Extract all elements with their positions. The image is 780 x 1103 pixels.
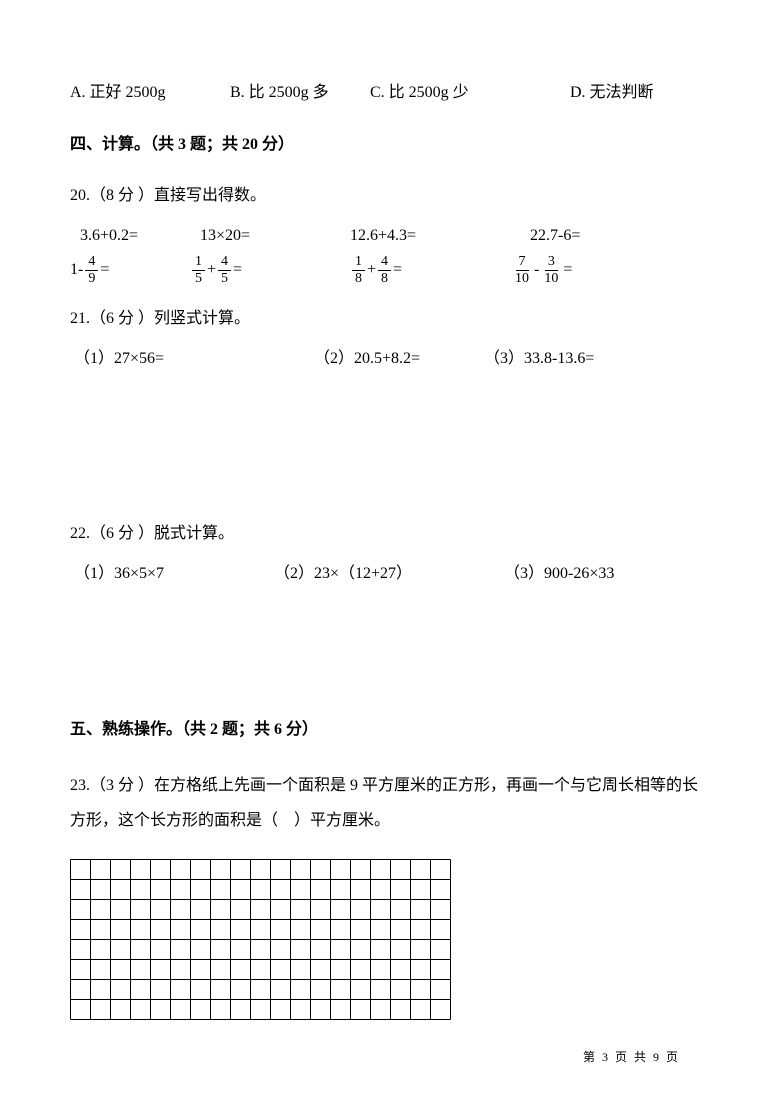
grid-paper (70, 859, 451, 1020)
option-c: C. 比 2500g 少 (370, 80, 570, 106)
mc-options: A. 正好 2500g B. 比 2500g 多 C. 比 2500g 少 D.… (70, 80, 710, 106)
q20-r2c1: 1- 4 9 = (70, 254, 190, 286)
workspace-gap (70, 597, 710, 717)
q20-row2: 1- 4 9 = 1 5 + 4 5 = 1 8 + 4 8 = (70, 254, 710, 286)
fraction: 1 8 (352, 254, 365, 286)
q21-p2: （2）20.5+8.2= (314, 346, 484, 372)
q21-p1: （1）27×56= (74, 346, 314, 372)
fraction: 4 5 (218, 254, 231, 286)
q20-row1: 3.6+0.2= 13×20= 12.6+4.3= 22.7-6= (80, 223, 710, 249)
q23-stem: 23.（3 分 ）在方格纸上先画一个面积是 9 平方厘米的正方形，再画一个与它周… (70, 768, 710, 838)
q20-r2c4: 7 10 - 3 10 = (510, 254, 572, 286)
text: = (393, 257, 402, 283)
q21-p3: （3）33.8-13.6= (484, 346, 594, 372)
q22-p2: （2）23×（12+27） (274, 561, 504, 587)
section-4-heading: 四、计算。（共 3 题；共 20 分） (70, 132, 710, 158)
option-a: A. 正好 2500g (70, 80, 230, 106)
section-5-heading: 五、熟练操作。（共 2 题；共 6 分） (70, 717, 710, 743)
q20-r2c2: 1 5 + 4 5 = (190, 254, 350, 286)
page-footer: 第 3 页 共 9 页 (583, 1048, 680, 1067)
fraction: 1 5 (192, 254, 205, 286)
q20-r1c1: 3.6+0.2= (80, 223, 200, 249)
fraction: 7 10 (512, 254, 532, 286)
q20-stem: 20.（8 分 ）直接写出得数。 (70, 183, 710, 209)
text: = (233, 257, 242, 283)
fraction: 4 9 (85, 254, 98, 286)
q22-p3: （3）900-26×33 (504, 561, 614, 587)
text: 1- (70, 257, 83, 283)
text: = (563, 257, 572, 283)
q22-stem: 22.（6 分 ）脱式计算。 (70, 521, 710, 547)
q22-parts: （1）36×5×7 （2）23×（12+27） （3）900-26×33 (74, 561, 710, 587)
text: - (534, 257, 539, 283)
q20-r1c3: 12.6+4.3= (350, 223, 530, 249)
q21-stem: 21.（6 分 ）列竖式计算。 (70, 306, 710, 332)
q20-r1c4: 22.7-6= (530, 223, 580, 249)
q20-r2c3: 1 8 + 4 8 = (350, 254, 510, 286)
q20-r1c2: 13×20= (200, 223, 350, 249)
text: = (100, 257, 109, 283)
option-d: D. 无法判断 (570, 80, 654, 106)
workspace-gap (70, 381, 710, 521)
text: + (207, 257, 216, 283)
fraction: 3 10 (541, 254, 561, 286)
q21-parts: （1）27×56= （2）20.5+8.2= （3）33.8-13.6= (74, 346, 710, 372)
text: + (367, 257, 376, 283)
fraction: 4 8 (378, 254, 391, 286)
q22-p1: （1）36×5×7 (74, 561, 274, 587)
option-b: B. 比 2500g 多 (230, 80, 370, 106)
